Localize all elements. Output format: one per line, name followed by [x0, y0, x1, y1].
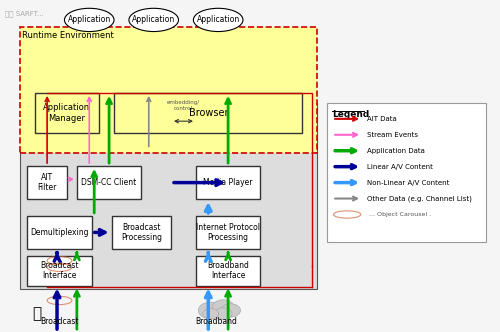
Text: Application
Manager: Application Manager: [44, 103, 90, 123]
Text: Application: Application: [196, 15, 240, 25]
FancyBboxPatch shape: [28, 166, 67, 199]
Text: 🛰: 🛰: [32, 306, 42, 321]
FancyBboxPatch shape: [28, 216, 92, 249]
FancyBboxPatch shape: [328, 103, 486, 242]
Text: Broadcast
Interface: Broadcast Interface: [40, 261, 79, 280]
Ellipse shape: [64, 8, 114, 32]
Circle shape: [212, 300, 234, 314]
FancyBboxPatch shape: [112, 216, 171, 249]
Text: Broadcast: Broadcast: [40, 317, 79, 326]
FancyBboxPatch shape: [34, 93, 99, 133]
FancyBboxPatch shape: [20, 103, 318, 289]
Circle shape: [198, 302, 223, 319]
Text: Non-Linear A/V Content: Non-Linear A/V Content: [367, 180, 450, 186]
Text: Linear A/V Content: Linear A/V Content: [367, 164, 433, 170]
Circle shape: [220, 304, 240, 317]
Text: embedding/
control: embedding/ control: [167, 100, 200, 111]
Text: Runtime Environment: Runtime Environment: [22, 31, 114, 40]
FancyBboxPatch shape: [196, 216, 260, 249]
FancyBboxPatch shape: [28, 256, 92, 286]
Ellipse shape: [194, 8, 243, 32]
Text: Browser: Browser: [188, 108, 228, 118]
Text: Demultiplexing: Demultiplexing: [30, 228, 89, 237]
Text: Broadband
Interface: Broadband Interface: [207, 261, 249, 280]
Circle shape: [214, 308, 232, 320]
FancyBboxPatch shape: [77, 166, 142, 199]
Text: AIT Data: AIT Data: [367, 116, 396, 122]
Text: AIT
Filter: AIT Filter: [38, 173, 57, 192]
Text: Other Data (e.g. Channel List): Other Data (e.g. Channel List): [367, 195, 472, 202]
FancyBboxPatch shape: [114, 93, 302, 133]
Text: Media Player: Media Player: [204, 178, 253, 187]
FancyBboxPatch shape: [196, 256, 260, 286]
Text: Stream Events: Stream Events: [367, 132, 418, 138]
Text: Internet Protocol
Processing: Internet Protocol Processing: [196, 223, 260, 242]
Text: 互联 SARFT...: 互联 SARFT...: [5, 10, 44, 17]
Text: ... Object Carousel .: ... Object Carousel .: [370, 212, 432, 217]
FancyBboxPatch shape: [20, 27, 318, 153]
Text: Broadcast
Processing: Broadcast Processing: [121, 223, 162, 242]
Ellipse shape: [129, 8, 178, 32]
Text: Application Data: Application Data: [367, 148, 425, 154]
Text: Application: Application: [132, 15, 176, 25]
Circle shape: [203, 308, 218, 319]
Text: Application: Application: [68, 15, 111, 25]
FancyBboxPatch shape: [196, 166, 260, 199]
Text: Legend: Legend: [332, 110, 370, 119]
Text: DSM-CC Client: DSM-CC Client: [82, 178, 136, 187]
Text: Broadband: Broadband: [195, 317, 236, 326]
